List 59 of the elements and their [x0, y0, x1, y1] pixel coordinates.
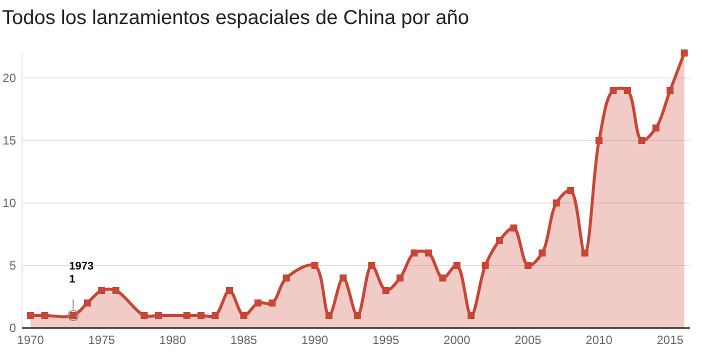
- point: [396, 274, 404, 282]
- point: [226, 287, 234, 294]
- x-tick-label: 1975: [88, 333, 116, 347]
- x-tick-label: 1980: [159, 333, 186, 347]
- x-tick-label: 2005: [514, 333, 542, 347]
- point: [140, 312, 148, 319]
- y-tick-label: 10: [2, 196, 16, 210]
- point: [538, 250, 546, 256]
- point: [84, 300, 91, 306]
- point: [496, 237, 504, 244]
- point: [311, 262, 318, 269]
- point: [567, 187, 574, 194]
- y-tick-label: 15: [2, 134, 16, 148]
- point: [482, 262, 489, 269]
- x-tick-label: 1995: [372, 333, 400, 347]
- y-tick-label: 20: [2, 71, 16, 85]
- point: [382, 287, 390, 294]
- point: [652, 124, 660, 132]
- point: [354, 312, 361, 319]
- point: [596, 137, 603, 144]
- point: [98, 287, 106, 294]
- point: [340, 274, 347, 282]
- y-tick-label: 5: [9, 258, 16, 272]
- point: [112, 287, 120, 294]
- point: [666, 87, 674, 94]
- point: [282, 274, 290, 282]
- point: [468, 312, 475, 319]
- y-tick-label: 0: [9, 321, 16, 335]
- point: [581, 250, 588, 256]
- point: [268, 300, 276, 306]
- point: [183, 312, 190, 319]
- point: [439, 274, 446, 282]
- point: [453, 262, 460, 269]
- point: [624, 87, 631, 94]
- point: [212, 312, 219, 319]
- point: [368, 262, 376, 269]
- point: [410, 250, 418, 256]
- point: [240, 312, 248, 319]
- point: [27, 312, 34, 319]
- x-tick-label: 2015: [656, 333, 684, 347]
- point: [424, 250, 432, 256]
- point: [552, 200, 560, 206]
- point: [254, 300, 262, 306]
- x-tick-label: 2010: [586, 333, 613, 347]
- annotation: 1973 1: [69, 260, 94, 286]
- point: [510, 224, 518, 232]
- point: [41, 312, 48, 319]
- x-tick-label: 1970: [17, 333, 44, 347]
- x-tick-label: 1985: [230, 333, 258, 347]
- point: [524, 262, 532, 269]
- x-tick-label: 2000: [444, 333, 471, 347]
- point: [680, 50, 688, 56]
- point: [198, 312, 205, 319]
- point: [610, 87, 617, 94]
- point: [638, 137, 646, 144]
- chart-title: Todos los lanzamientos espaciales de China por año: [2, 7, 469, 29]
- x-tick-label: 1990: [301, 333, 328, 347]
- point: [154, 312, 162, 319]
- point: [325, 312, 332, 319]
